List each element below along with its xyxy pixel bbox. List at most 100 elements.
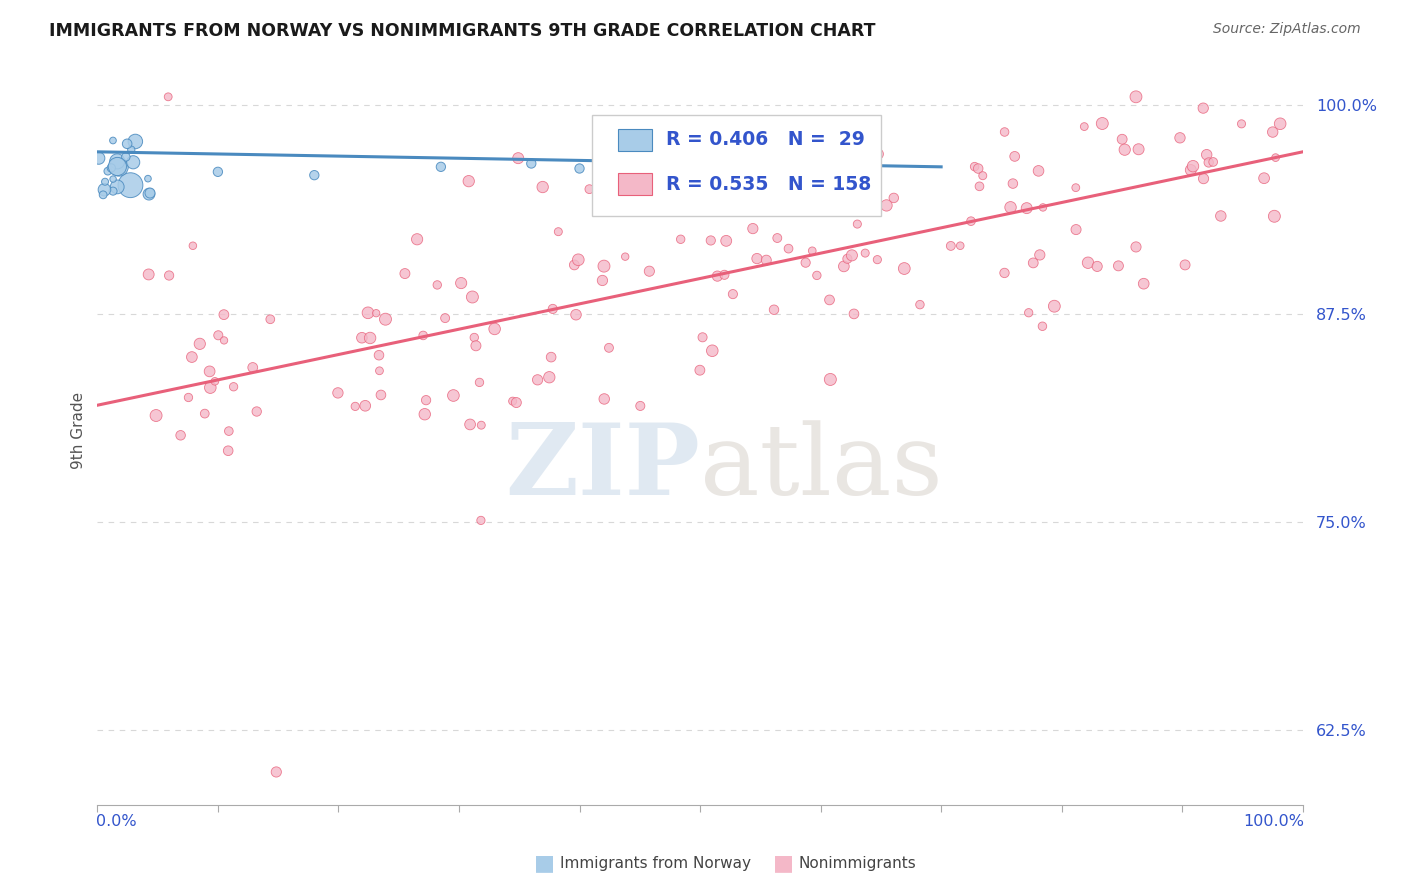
Point (394, 267, 416, 281)
Point (541, 301, 564, 316)
Point (820, 372, 842, 386)
Point (136, 171, 159, 186)
Point (972, 169, 994, 183)
Point (1028, 164, 1050, 178)
Point (893, 261, 915, 276)
Text: ZIP: ZIP (505, 419, 700, 516)
Point (259, 312, 281, 326)
Point (883, 191, 905, 205)
Text: R = 0.406   N =  29: R = 0.406 N = 29 (666, 130, 865, 149)
Text: R = 0.535   N = 158: R = 0.535 N = 158 (666, 175, 872, 194)
Point (180, 350, 202, 364)
Text: 100.0%: 100.0% (1243, 814, 1303, 829)
Point (1182, 159, 1205, 173)
Point (1031, 319, 1053, 334)
FancyBboxPatch shape (619, 173, 652, 195)
Point (1125, 240, 1147, 254)
Point (415, 393, 437, 408)
Point (520, 156, 543, 170)
Point (1022, 256, 1045, 270)
Point (967, 161, 990, 176)
Point (908, 298, 931, 312)
Point (638, 264, 661, 278)
Point (692, 330, 714, 344)
Point (370, 388, 392, 402)
Point (1064, 222, 1087, 236)
Point (792, 156, 814, 170)
Point (1043, 299, 1066, 313)
Point (177, 391, 200, 405)
Point (217, 443, 239, 458)
Point (412, 328, 434, 343)
Point (461, 290, 484, 304)
Point (614, 250, 637, 264)
Point (212, 334, 235, 348)
Point (689, 363, 711, 377)
Point (531, 180, 554, 194)
Point (1202, 155, 1225, 169)
Point (547, 225, 569, 239)
Point (484, 322, 506, 336)
Point (994, 125, 1017, 139)
Point (194, 407, 217, 421)
Point (157, 90, 180, 104)
Point (565, 308, 588, 322)
Point (101, 172, 124, 186)
Point (866, 252, 889, 267)
Point (1261, 125, 1284, 139)
Point (1264, 151, 1286, 165)
Point (120, 143, 142, 157)
Point (806, 268, 828, 283)
Point (1032, 201, 1054, 215)
Point (304, 168, 326, 182)
Point (157, 268, 180, 283)
Point (450, 276, 472, 290)
Text: Nonimmigrants: Nonimmigrants (799, 856, 917, 871)
Point (94, 175, 117, 189)
Point (567, 252, 589, 267)
Text: atlas: atlas (700, 420, 943, 516)
Point (1125, 90, 1147, 104)
Point (207, 165, 229, 179)
Point (357, 306, 380, 320)
Point (212, 308, 235, 322)
Point (868, 147, 890, 161)
Point (1111, 132, 1133, 146)
Point (359, 331, 381, 345)
Point (242, 360, 264, 375)
Point (181, 239, 204, 253)
Point (755, 253, 778, 268)
Point (1192, 101, 1215, 115)
Point (876, 198, 898, 212)
Text: ■: ■ (773, 854, 794, 873)
Point (706, 269, 728, 284)
Point (721, 287, 744, 301)
Point (1073, 120, 1095, 134)
Point (406, 232, 429, 246)
Point (508, 151, 530, 165)
Point (562, 258, 585, 272)
Text: Source: ZipAtlas.com: Source: ZipAtlas.com (1213, 22, 1361, 37)
Point (470, 513, 492, 527)
Point (1091, 116, 1114, 130)
Point (1263, 209, 1285, 223)
Point (124, 135, 146, 149)
Point (778, 242, 800, 256)
Point (430, 160, 453, 174)
Point (1077, 256, 1099, 270)
Point (470, 418, 492, 433)
Point (846, 217, 869, 231)
Point (204, 375, 226, 389)
Point (745, 252, 768, 266)
Point (837, 252, 859, 266)
Point (198, 364, 221, 378)
Point (218, 424, 240, 438)
Point (1230, 117, 1253, 131)
FancyBboxPatch shape (619, 128, 652, 151)
Text: ■: ■ (534, 854, 555, 873)
Point (839, 152, 862, 166)
Point (669, 232, 692, 246)
Point (105, 180, 128, 194)
Point (749, 192, 772, 206)
Point (766, 231, 789, 245)
